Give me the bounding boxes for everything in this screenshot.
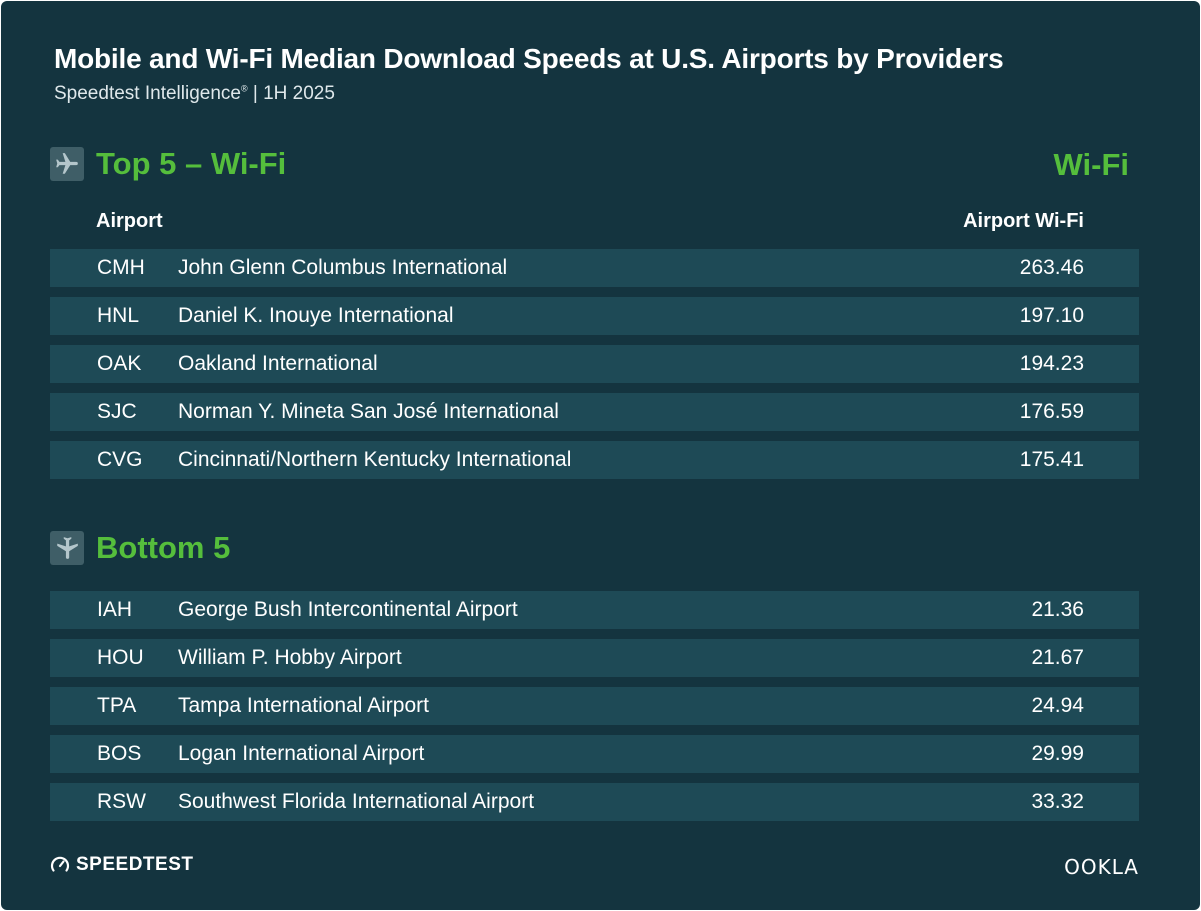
- subtitle-period: | 1H 2025: [247, 83, 335, 104]
- table-row: BOS Logan International Airport 29.99: [50, 735, 1139, 773]
- column-tag-wifi: Wi-Fi: [1053, 147, 1129, 182]
- speedtest-logo-text: SPEEDTEST: [76, 854, 194, 875]
- airport-code: RSW: [97, 790, 146, 813]
- bottom-rows: IAH George Bush Intercontinental Airport 2…: [50, 591, 1139, 831]
- wifi-speed-value: 176.59: [1019, 400, 1084, 423]
- wifi-speed-value: 197.10: [1019, 304, 1084, 327]
- airport-code: SJC: [97, 400, 137, 423]
- wifi-speed-value: 175.41: [1019, 448, 1084, 471]
- chart-title: Mobile and Wi-Fi Median Download Speeds …: [54, 43, 1004, 74]
- table-row: OAK Oakland International 194.23: [50, 345, 1139, 383]
- bottom-section-header: Bottom 5: [50, 530, 230, 566]
- airport-name: George Bush Intercontinental Airport: [178, 598, 518, 621]
- airport-code: IAH: [97, 598, 133, 621]
- ookla-logo: OOKLA: [1064, 855, 1139, 879]
- top-section-title: Top 5 – Wi-Fi: [96, 146, 287, 181]
- airport-name: Southwest Florida International Airport: [178, 790, 535, 813]
- wifi-speed-value: 194.23: [1019, 352, 1084, 375]
- column-header-airport-wifi: Airport Wi-Fi: [963, 210, 1084, 232]
- wifi-speed-value: 21.67: [1031, 646, 1084, 669]
- airport-code: OAK: [97, 352, 142, 375]
- registered-mark: ®: [240, 83, 248, 94]
- wifi-speed-value: 263.46: [1019, 256, 1084, 279]
- airport-code: TPA: [97, 694, 137, 717]
- wifi-speed-value: 24.94: [1031, 694, 1084, 717]
- top-section-header: Top 5 – Wi-Fi: [50, 146, 286, 182]
- wifi-speed-value: 33.32: [1031, 790, 1084, 813]
- table-row: HNL Daniel K. Inouye International 197.10: [50, 297, 1139, 335]
- chart-subtitle: Speedtest Intelligence® | 1H 2025: [54, 83, 335, 105]
- airport-name: Oakland International: [178, 352, 378, 375]
- table-row: CMH John Glenn Columbus International 263.…: [50, 249, 1139, 287]
- airport-code: HOU: [97, 646, 144, 669]
- gauge-icon: [50, 856, 70, 872]
- airport-name: Daniel K. Inouye International: [178, 304, 454, 327]
- subtitle-brand: Speedtest Intelligence: [54, 83, 241, 104]
- table-row: IAH George Bush Intercontinental Airport 2…: [50, 591, 1139, 629]
- airport-name: Norman Y. Mineta San José International: [178, 400, 559, 423]
- airplane-icon: [50, 531, 84, 565]
- wifi-speed-value: 29.99: [1031, 742, 1084, 765]
- airplane-icon: [50, 147, 84, 181]
- airport-name: William P. Hobby Airport: [178, 646, 402, 669]
- airport-code: BOS: [97, 742, 142, 765]
- table-row: TPA Tampa International Airport 24.94: [50, 687, 1139, 725]
- wifi-speed-value: 21.36: [1031, 598, 1084, 621]
- table-row: CVG Cincinnati/Northern Kentucky Internat…: [50, 441, 1139, 479]
- airport-name: Tampa International Airport: [178, 694, 429, 717]
- bottom-section-title: Bottom 5: [96, 530, 231, 565]
- airport-code: CVG: [97, 448, 143, 471]
- column-header-airport: Airport: [96, 210, 163, 232]
- airport-name: Logan International Airport: [178, 742, 425, 765]
- table-row: HOU William P. Hobby Airport 21.67: [50, 639, 1139, 677]
- top-rows: CMH John Glenn Columbus International 263.…: [50, 249, 1139, 489]
- speedtest-logo: SPEEDTEST: [50, 854, 193, 876]
- airport-name: Cincinnati/Northern Kentucky Internation…: [178, 448, 572, 471]
- table-row: SJC Norman Y. Mineta San José Internation…: [50, 393, 1139, 431]
- airport-name: John Glenn Columbus International: [178, 256, 508, 279]
- airport-code: HNL: [97, 304, 140, 327]
- airport-code: CMH: [97, 256, 145, 279]
- table-row: RSW Southwest Florida International Airpo…: [50, 783, 1139, 821]
